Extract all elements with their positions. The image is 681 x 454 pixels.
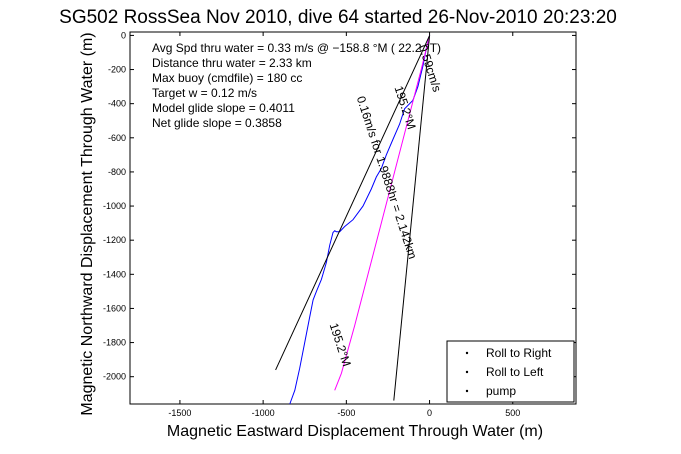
series-line-3 (393, 35, 431, 401)
legend-label-roll-right: Roll to Right (486, 346, 552, 360)
series-line-1 (334, 35, 431, 391)
x-tick-label: 500 (505, 408, 520, 418)
x-tick-label: 0 (427, 408, 432, 418)
annotation-line: Avg Spd thru water = 0.33 m/s @ −158.8 °… (152, 41, 441, 55)
series-layer (275, 35, 431, 405)
y-tick-label: -1800 (103, 338, 126, 348)
series-line-0 (289, 35, 431, 405)
x-tick-label: -1500 (168, 408, 191, 418)
annotation-line: Model glide slope = 0.4011 (152, 101, 295, 115)
legend-marker-roll-right (465, 351, 469, 355)
y-tick-label: -1400 (103, 269, 126, 279)
legend-label-pump: pump (486, 384, 516, 398)
legend-marker-roll-left (465, 370, 469, 374)
legend-marker-pump (465, 389, 469, 393)
x-axis-label: Magnetic Eastward Displacement Through W… (167, 423, 543, 440)
chart-title: SG502 RossSea Nov 2010, dive 64 started … (59, 7, 617, 28)
annotation-line: Distance thru water = 2.33 km (152, 56, 312, 70)
y-tick-label: -1600 (103, 303, 126, 313)
x-tick-label: -1000 (252, 408, 275, 418)
y-tick-label: -1000 (103, 201, 126, 211)
y-tick-label: -200 (108, 65, 126, 75)
y-tick-label: -400 (108, 99, 126, 109)
y-axis-label: Magnetic Northward Displacement Through … (79, 32, 96, 415)
y-tick-label: -1200 (103, 235, 126, 245)
series-line-2 (275, 35, 431, 371)
x-tick-label: -500 (337, 408, 355, 418)
legend: Roll to Right Roll to Left pump (446, 340, 575, 403)
annotations-block: Avg Spd thru water = 0.33 m/s @ −158.8 °… (152, 41, 441, 130)
y-tick-label: -800 (108, 167, 126, 177)
annotation-line: Target w = 0.12 m/s (152, 86, 257, 100)
annotation-line: Net glide slope = 0.3858 (152, 116, 282, 130)
y-axis-ticks: 0 -200 -400 -600 -800 -1000 -1200 -1400 -1600 -18… (103, 30, 576, 382)
y-tick-label: -2000 (103, 372, 126, 382)
x-axis-ticks: -1500 -1000 -500 0 500 (168, 32, 520, 418)
legend-box (446, 340, 575, 403)
legend-label-roll-left: Roll to Left (486, 365, 544, 379)
annotation-line: Max buoy (cmdfile) = 180 cc (152, 71, 302, 85)
y-tick-label: -600 (108, 133, 126, 143)
y-tick-label: 0 (121, 30, 126, 40)
